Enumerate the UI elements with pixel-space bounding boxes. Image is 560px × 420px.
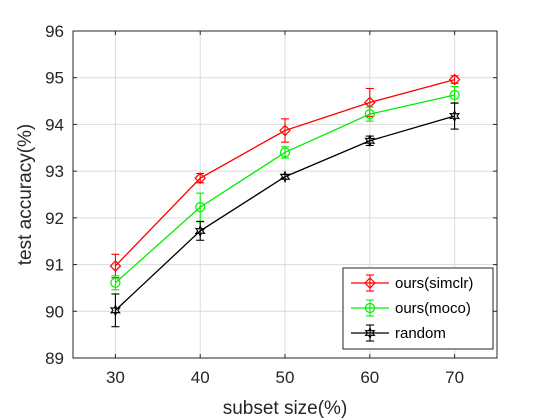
- data-point: [449, 109, 461, 123]
- legend-label: ours(moco): [395, 300, 471, 317]
- legend-item: ours(moco): [351, 299, 471, 317]
- data-point: [449, 89, 460, 101]
- data-point: [109, 260, 122, 272]
- legend: ours(simclr) ours(moco) random: [342, 267, 494, 350]
- data-point: [110, 277, 121, 288]
- data-point: [194, 224, 206, 238]
- legend-label: random: [395, 325, 446, 342]
- data-point: [194, 172, 207, 184]
- y-tick-label: 90: [45, 302, 64, 321]
- axes: [72, 30, 498, 359]
- x-axis-label: subset size(%): [223, 398, 348, 419]
- data-point: [364, 109, 375, 120]
- series-1: [110, 86, 460, 291]
- legend-marker: [364, 277, 376, 289]
- legend-marker: [364, 302, 376, 314]
- legend-marker: [364, 326, 376, 340]
- x-tick-label: 50: [276, 368, 295, 387]
- x-tick-label: 30: [106, 368, 125, 387]
- x-tick-label: 40: [191, 368, 210, 387]
- data-point: [279, 124, 291, 137]
- y-axis-label: test accuracy(%): [15, 124, 36, 265]
- series-group: [109, 73, 461, 328]
- series-0: [109, 73, 461, 279]
- legend-label: ours(simclr): [395, 275, 473, 292]
- y-tick-label: 92: [45, 209, 64, 228]
- y-tick-label: 91: [45, 256, 64, 275]
- data-point: [279, 170, 291, 184]
- x-tick-label: 60: [360, 368, 379, 387]
- legend-item: random: [351, 324, 446, 342]
- data-point: [279, 147, 291, 158]
- y-tick-label: 94: [45, 115, 64, 134]
- legend-item: ours(simclr): [351, 274, 473, 292]
- x-tick-label: 70: [445, 368, 464, 387]
- data-point: [195, 202, 206, 213]
- data-point: [364, 134, 376, 148]
- y-tick-label: 96: [45, 22, 64, 41]
- y-tick-label: 95: [45, 69, 64, 88]
- y-tick-label: 89: [45, 349, 64, 368]
- data-point: [109, 303, 121, 317]
- tick-labels: 30 40 50 60 70 89 90 91 92 93 94 95 96: [45, 22, 464, 387]
- series-2: [109, 102, 461, 328]
- data-point: [448, 73, 461, 86]
- y-tick-label: 93: [45, 162, 64, 181]
